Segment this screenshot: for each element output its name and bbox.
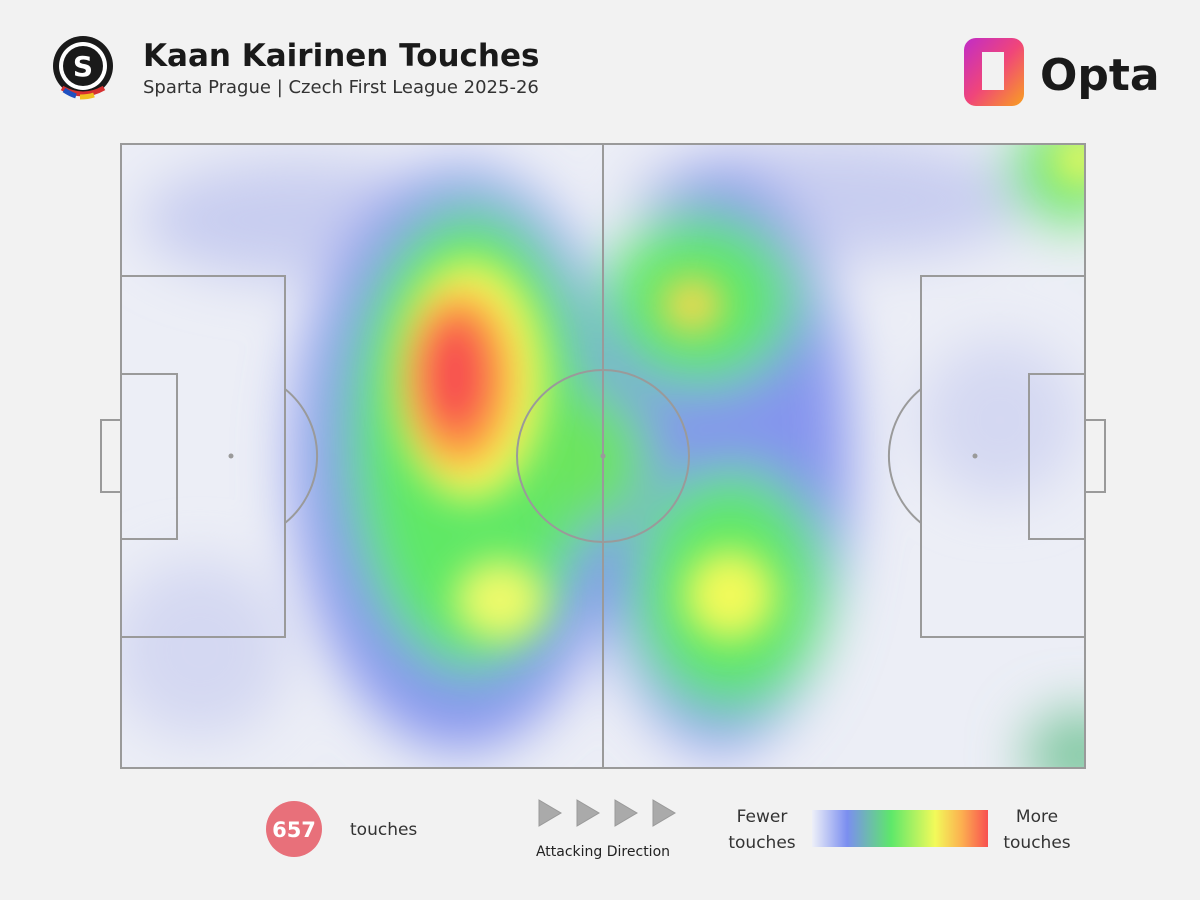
legend-high-text-2: touches [1003, 833, 1070, 853]
legend-low: Fewer touches [728, 807, 795, 853]
club-badge: S [53, 36, 113, 100]
badge-letter: S [73, 50, 93, 83]
direction-label: Attacking Direction [536, 844, 670, 860]
legend-high: More touches [1003, 807, 1070, 853]
brand: Opta [1040, 50, 1160, 101]
title: Kaan Kairinen Touches [143, 38, 539, 74]
legend-low-text-2: touches [728, 833, 795, 853]
legend-gradient [812, 810, 988, 847]
heatmap [121, 144, 1085, 768]
touch-count: 657 [272, 818, 316, 842]
count-label: touches [350, 820, 417, 840]
direction-arrows [538, 799, 676, 827]
count-badge [266, 801, 322, 857]
legend-high-text: More [1016, 807, 1058, 827]
legend-low-text: Fewer [737, 807, 788, 827]
pitch-lines [100, 143, 1106, 769]
brand-logo: Opta [964, 38, 1160, 106]
subtitle: Sparta Prague | Czech First League 2025-… [143, 77, 539, 98]
